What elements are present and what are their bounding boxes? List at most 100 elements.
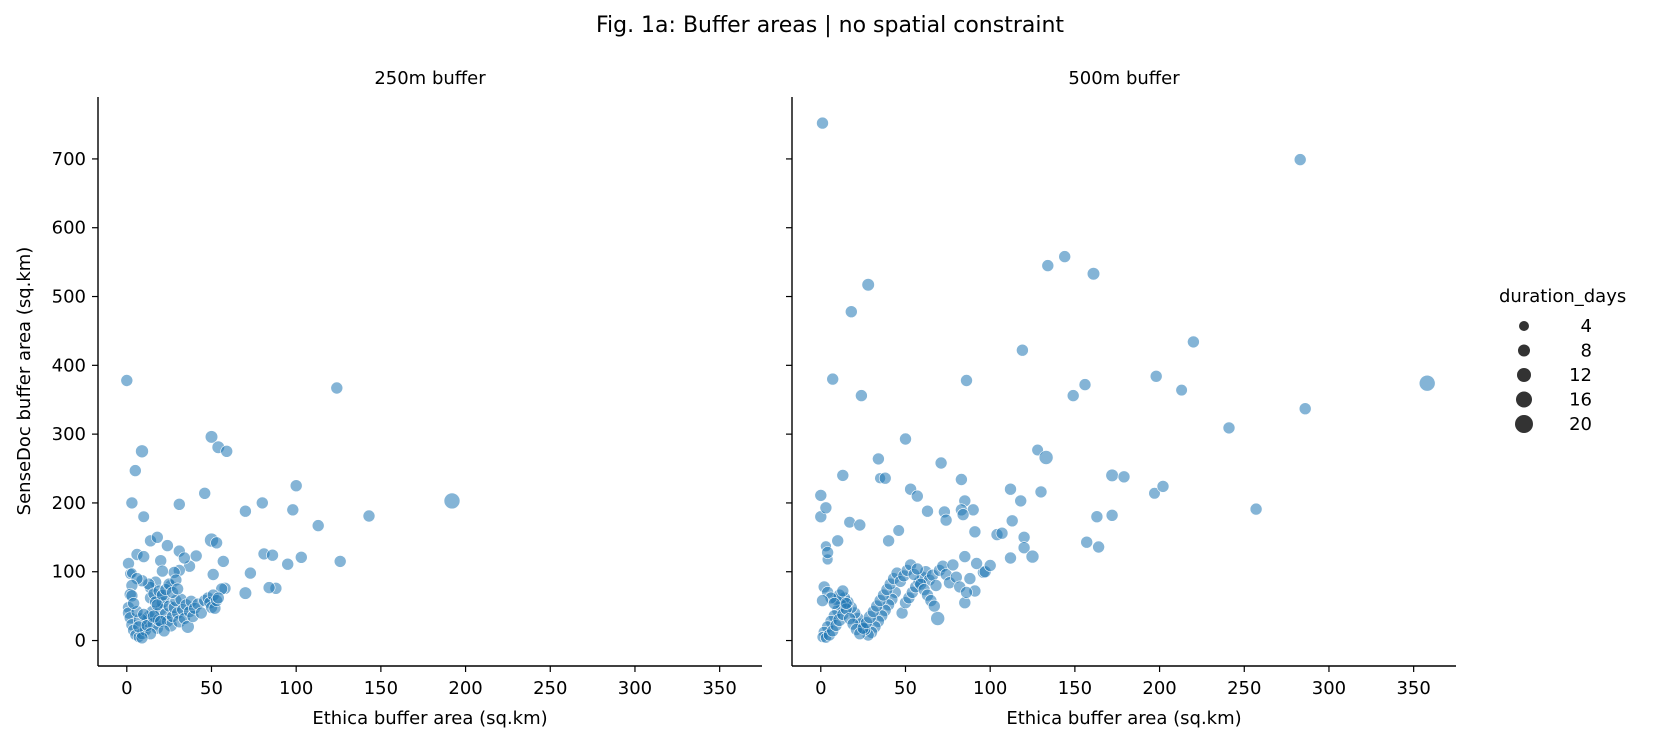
y-ticks <box>786 158 792 642</box>
x-tick-label: 150 <box>364 678 398 699</box>
data-point <box>872 452 885 466</box>
data-point <box>995 526 1009 540</box>
data-point <box>1117 470 1131 484</box>
x-tick-label: 100 <box>279 678 313 699</box>
x-axis-label: Ethica buffer area (sq.km) <box>1006 708 1241 729</box>
data-point <box>1298 402 1312 416</box>
legend-marker <box>1516 391 1532 408</box>
x-axis-label: Ethica buffer area (sq.km) <box>312 708 547 729</box>
data-point <box>827 597 841 610</box>
data-point <box>1156 480 1170 493</box>
data-point <box>161 539 174 552</box>
data-point <box>289 479 303 493</box>
data-point <box>958 550 972 563</box>
data-point <box>129 464 142 477</box>
scatter-points <box>120 374 461 645</box>
panel-500m: 500m buffer 0 50 100 150 200 250 300 350 Ethica… <box>786 68 1456 729</box>
data-point <box>137 550 150 563</box>
legend-marker <box>1517 368 1531 382</box>
panel-250m: 250m buffer 0 50 100 150 200 250 300 350 0 100 20… <box>14 68 762 729</box>
data-point <box>204 430 219 444</box>
x-ticks: 0 50 100 150 200 250 300 350 <box>815 666 1431 699</box>
x-ticks: 0 50 100 150 200 250 300 350 <box>121 666 737 699</box>
data-point <box>1041 259 1055 272</box>
data-point <box>929 579 943 592</box>
data-point <box>882 534 895 548</box>
legend-label: 4 <box>1581 316 1592 337</box>
data-point <box>1058 250 1071 263</box>
data-point <box>1092 540 1105 554</box>
y-tick-label: 600 <box>52 218 86 239</box>
data-point <box>443 492 461 510</box>
data-point <box>930 611 946 626</box>
x-tick-label: 50 <box>894 678 917 699</box>
x-tick-label: 100 <box>973 678 1007 699</box>
legend-label: 16 <box>1569 390 1592 411</box>
data-point <box>286 503 300 517</box>
y-tick-label: 0 <box>75 631 86 652</box>
data-point <box>960 374 973 387</box>
data-point <box>1149 369 1163 383</box>
data-point <box>212 591 225 605</box>
y-tick-label: 700 <box>52 149 86 170</box>
data-point <box>255 496 269 510</box>
data-point <box>206 568 220 581</box>
y-tick-label: 400 <box>52 355 86 376</box>
data-point <box>1034 485 1048 499</box>
data-point <box>970 557 983 570</box>
data-point <box>1016 343 1029 357</box>
data-point <box>946 558 960 572</box>
data-point <box>239 504 252 518</box>
data-point <box>899 432 912 446</box>
data-point <box>1249 502 1263 516</box>
x-tick-label: 350 <box>1396 678 1430 699</box>
data-point <box>939 513 953 527</box>
legend-title: duration_days <box>1499 286 1626 307</box>
data-point <box>333 555 347 568</box>
data-point <box>814 489 828 502</box>
data-point <box>1105 468 1119 483</box>
data-point <box>1017 541 1031 555</box>
data-point <box>983 559 997 572</box>
data-point <box>266 548 279 562</box>
data-point <box>1187 335 1200 349</box>
data-point <box>1078 378 1092 391</box>
data-point <box>262 581 276 594</box>
y-tick-label: 100 <box>52 562 86 583</box>
data-point <box>1105 508 1119 522</box>
y-tick-label: 200 <box>52 493 86 514</box>
data-point <box>958 596 972 610</box>
data-point <box>217 555 230 568</box>
x-tick-label: 0 <box>815 678 826 699</box>
data-point <box>137 510 150 523</box>
data-point <box>816 116 829 130</box>
x-tick-label: 350 <box>702 678 736 699</box>
data-point <box>189 549 203 563</box>
panel-title: 500m buffer <box>1068 68 1180 89</box>
data-point <box>135 444 149 459</box>
data-point <box>1418 374 1436 392</box>
data-point <box>910 489 924 503</box>
x-tick-label: 250 <box>1227 678 1261 699</box>
data-point <box>120 374 134 387</box>
data-point <box>178 551 191 565</box>
data-point <box>330 381 344 395</box>
y-tick-label: 500 <box>52 287 86 308</box>
data-point <box>220 444 233 458</box>
data-point <box>1175 384 1188 397</box>
data-point <box>244 566 257 580</box>
data-point <box>956 508 970 521</box>
data-point <box>210 536 223 550</box>
data-point <box>839 597 853 610</box>
x-tick-label: 300 <box>618 678 652 699</box>
data-point <box>1080 535 1093 549</box>
data-point <box>156 564 169 578</box>
data-point <box>127 597 140 610</box>
x-tick-label: 200 <box>1142 678 1176 699</box>
data-point <box>836 584 850 598</box>
data-point <box>844 305 858 319</box>
data-point <box>831 534 845 548</box>
legend-marker <box>1515 415 1533 433</box>
data-point <box>826 372 840 386</box>
legend-entries: 4 8 12 16 20 <box>1515 316 1592 435</box>
